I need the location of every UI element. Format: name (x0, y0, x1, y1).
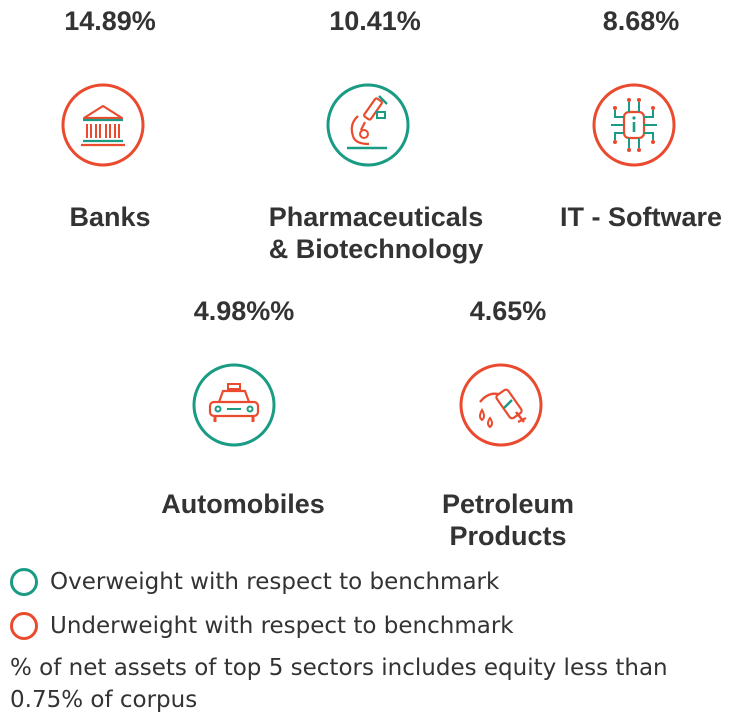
car-icon (192, 363, 276, 447)
sector-icon-banks (60, 82, 146, 168)
sector-icon-it (591, 82, 677, 168)
sector-percent-auto: 4.98%% (193, 296, 295, 326)
sector-percent-it: 8.68% (602, 6, 680, 36)
sector-percent-pharma: 10.41% (329, 6, 421, 36)
legend-overweight: Overweight with respect to benchmark (10, 566, 499, 598)
sector-icon-pharma (325, 82, 411, 168)
legend-underweight-label: Underweight with respect to benchmark (50, 613, 514, 639)
sector-percent-petroleum: 4.65% (469, 296, 547, 326)
overweight-ring-icon (10, 568, 38, 596)
footnote: % of net assets of top 5 sectors include… (10, 655, 668, 713)
bank-icon (61, 83, 145, 167)
legend-overweight-label: Overweight with respect to benchmark (50, 569, 500, 595)
sector-name-auto: Automobiles (161, 489, 325, 519)
sector-percent-banks: 14.89% (64, 6, 156, 36)
sector-name-pharma: Pharmaceuticals & Biotechnology (268, 202, 484, 264)
fuel-nozzle-icon (459, 363, 543, 447)
sector-icon-auto (191, 362, 277, 448)
microscope-icon (326, 83, 410, 167)
sector-icon-petroleum (458, 362, 544, 448)
circuit-chip-icon (592, 83, 676, 167)
underweight-ring-icon (10, 612, 38, 640)
sector-name-it: IT - Software (559, 202, 722, 232)
sector-name-banks: Banks (69, 202, 151, 232)
sector-name-petroleum: Petroleum Products (441, 489, 575, 551)
legend-underweight: Underweight with respect to benchmark (10, 610, 514, 642)
